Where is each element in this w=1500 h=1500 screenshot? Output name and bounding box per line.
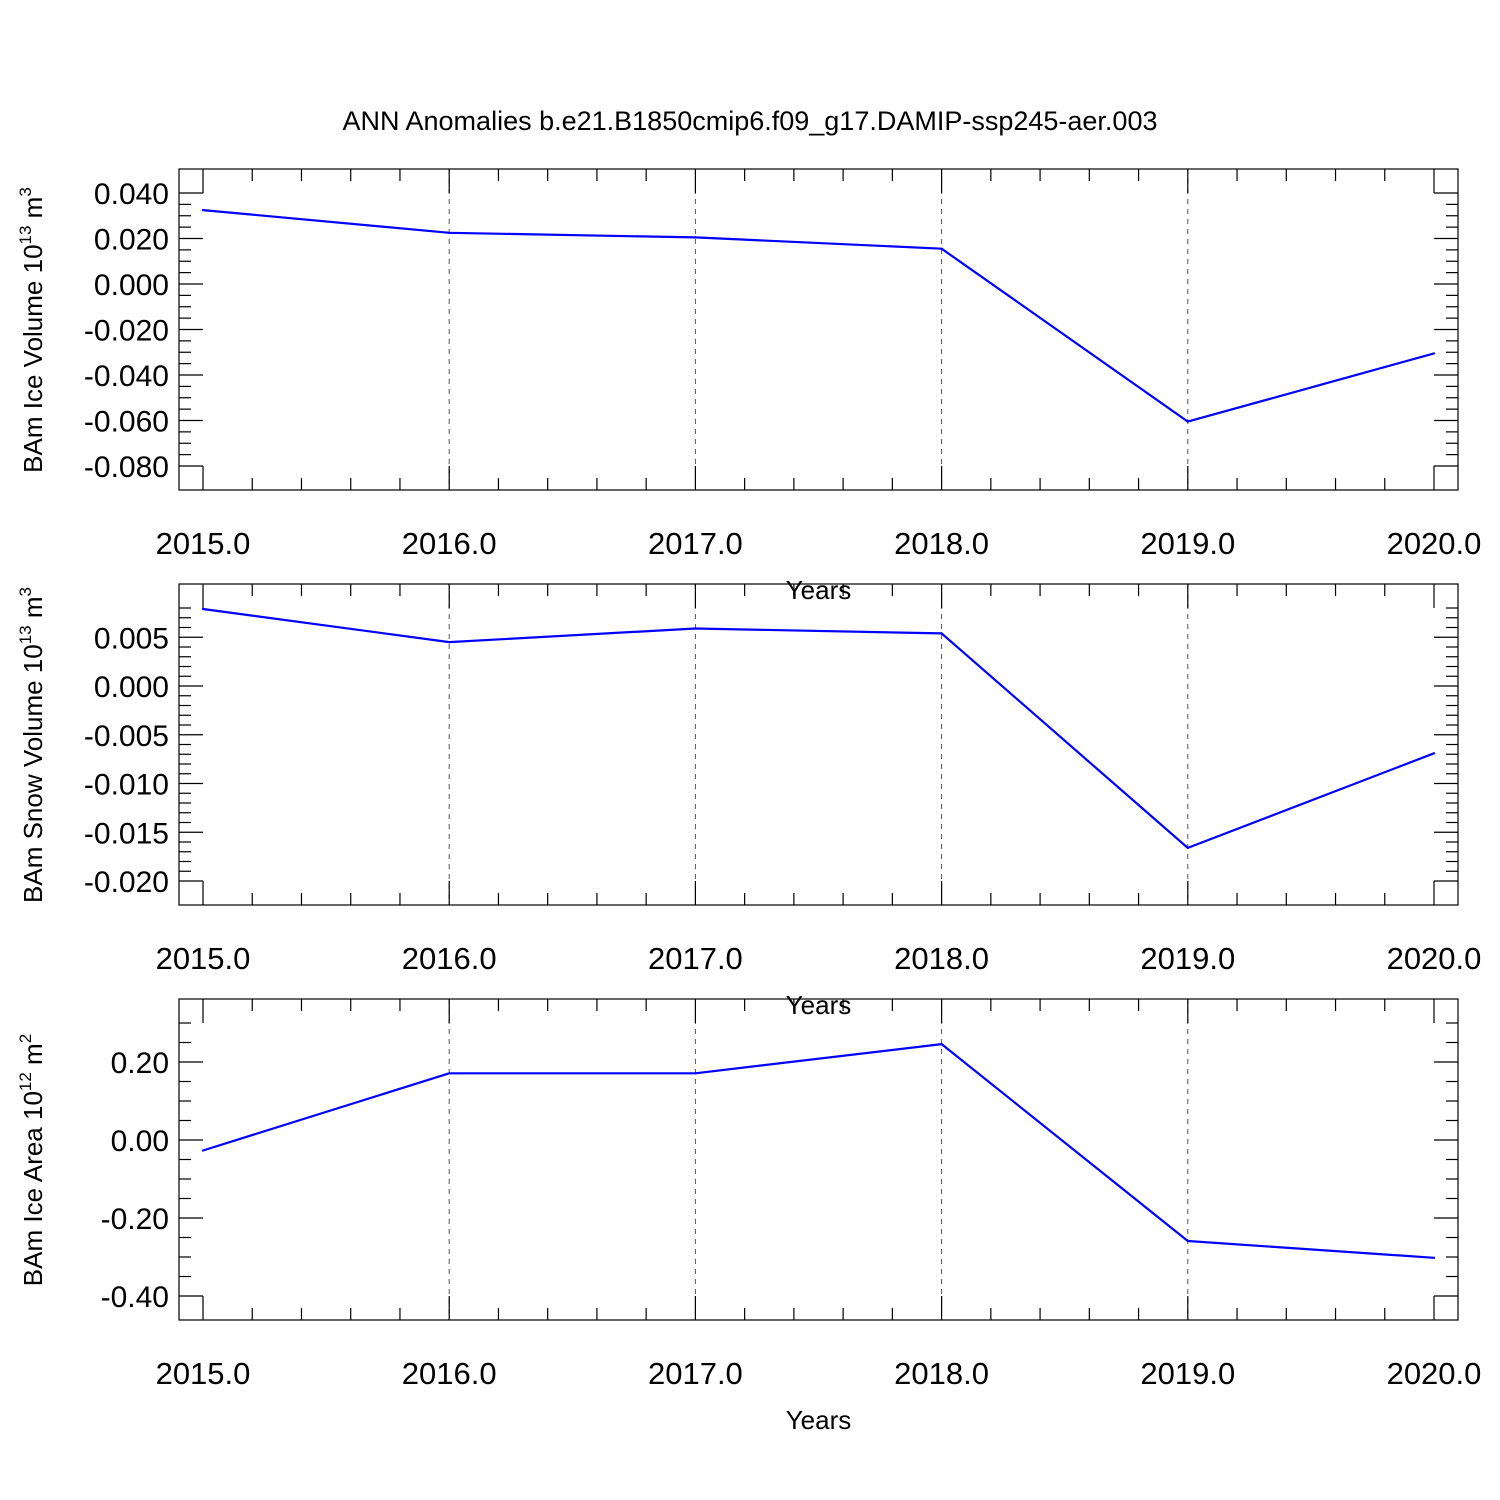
data-point: [448, 1072, 451, 1075]
y-tick-label: 0.000: [94, 269, 169, 302]
y-axis-title-text: BAm Snow Volume 10: [18, 644, 48, 903]
data-point: [201, 1149, 205, 1152]
y-tick-label: -0.010: [84, 769, 169, 802]
x-axis-title: Years: [786, 575, 852, 605]
data-point: [1186, 1239, 1189, 1243]
y-axis-title-unit-exponent: 3: [16, 187, 35, 196]
data-point: [1186, 420, 1189, 423]
y-tick-label: -0.020: [84, 315, 169, 348]
x-tick-label: 2016.0: [402, 1356, 497, 1391]
x-tick-label: 2017.0: [648, 941, 743, 976]
x-tick-label: 2020.0: [1387, 1356, 1482, 1391]
x-tick-label: 2017.0: [648, 1356, 743, 1391]
series-line-1: [202, 1042, 1435, 1259]
y-axis-title: BAm Ice Area 1012 m2: [16, 1034, 48, 1286]
figure-title: ANN Anomalies b.e21.B1850cmip6.f09_g17.D…: [343, 106, 1158, 136]
y-axis-title-exponent: 13: [16, 226, 35, 245]
x-tick-label: 2019.0: [1140, 526, 1235, 561]
series-line-1: [202, 209, 1435, 423]
y-tick-label: 0.20: [111, 1047, 169, 1080]
data-point: [1432, 752, 1436, 755]
y-tick-label: -0.005: [84, 720, 169, 753]
x-tick-label: 2020.0: [1387, 526, 1482, 561]
data-point: [940, 1042, 943, 1046]
y-axis-title-unit: m: [18, 1043, 48, 1072]
y-axis-title-unit-exponent: 2: [16, 1034, 35, 1043]
chart-panel-3: -0.40 -0.20 0.00 0.20 2015.0 2016.0 2017.0 2018…: [16, 998, 1482, 1435]
chart-panel-1: -0.080 -0.060 -0.040 -0.020 0.000 0.020 0.040 2…: [16, 168, 1482, 605]
y-axis-title-text: BAm Ice Volume 10: [18, 244, 48, 472]
y-axis-title-exponent: 12: [16, 1072, 35, 1091]
y-tick-label: -0.015: [84, 817, 169, 850]
data-point: [448, 641, 451, 644]
x-tick-label: 2018.0: [894, 1356, 989, 1391]
y-tick-label: 0.000: [94, 671, 169, 704]
x-tick-label: 2015.0: [156, 941, 251, 976]
y-tick-label: 0.040: [94, 178, 169, 211]
series-line-1: [202, 607, 1435, 850]
x-tick-label: 2019.0: [1140, 941, 1235, 976]
y-axis-title-unit: m: [18, 197, 48, 226]
x-axis-title: Years: [786, 990, 852, 1020]
chart-panels: -0.080 -0.060 -0.040 -0.020 0.000 0.020 0.040 2…: [16, 168, 1482, 1435]
x-tick-label: 2019.0: [1140, 1356, 1235, 1391]
y-tick-label: 0.00: [111, 1125, 169, 1158]
y-axis-title: BAm Snow Volume 1013 m3: [16, 587, 48, 903]
x-tick-label: 2015.0: [156, 526, 251, 561]
data-point: [940, 632, 943, 635]
x-tick-label: 2018.0: [894, 526, 989, 561]
data-point: [694, 1072, 697, 1075]
chart-panel-2: -0.020 -0.015 -0.010 -0.005 0.000 0.005 2015.0…: [16, 583, 1482, 1020]
x-axis-title: Years: [786, 1405, 852, 1435]
x-tick-label: 2016.0: [402, 941, 497, 976]
y-tick-label: -0.020: [84, 866, 169, 899]
data-point: [694, 627, 697, 630]
data-point: [201, 208, 205, 212]
y-axis-title-text: BAm Ice Area 10: [18, 1091, 48, 1286]
y-tick-label: -0.20: [101, 1203, 169, 1236]
y-axis-title-exponent: 13: [16, 625, 35, 644]
data-point: [448, 231, 451, 234]
data-point: [940, 247, 943, 250]
y-tick-label: 0.020: [94, 224, 169, 257]
y-tick-label: 0.005: [94, 622, 169, 655]
y-tick-label: -0.080: [84, 451, 169, 484]
y-tick-label: -0.40: [101, 1281, 169, 1314]
y-axis-title: BAm Ice Volume 1013 m3: [16, 187, 48, 473]
x-tick-label: 2020.0: [1387, 941, 1482, 976]
data-point: [201, 607, 205, 611]
x-tick-label: 2018.0: [894, 941, 989, 976]
y-axis-title-unit: m: [18, 596, 48, 625]
data-point: [1432, 352, 1436, 355]
data-point: [1432, 1256, 1436, 1259]
y-tick-label: -0.060: [84, 406, 169, 439]
x-tick-label: 2016.0: [402, 526, 497, 561]
y-tick-label: -0.040: [84, 360, 169, 393]
y-axis-title-unit-exponent: 3: [16, 587, 35, 596]
x-tick-label: 2017.0: [648, 526, 743, 561]
data-point: [694, 236, 697, 239]
data-point: [1186, 846, 1189, 849]
x-tick-label: 2015.0: [156, 1356, 251, 1391]
